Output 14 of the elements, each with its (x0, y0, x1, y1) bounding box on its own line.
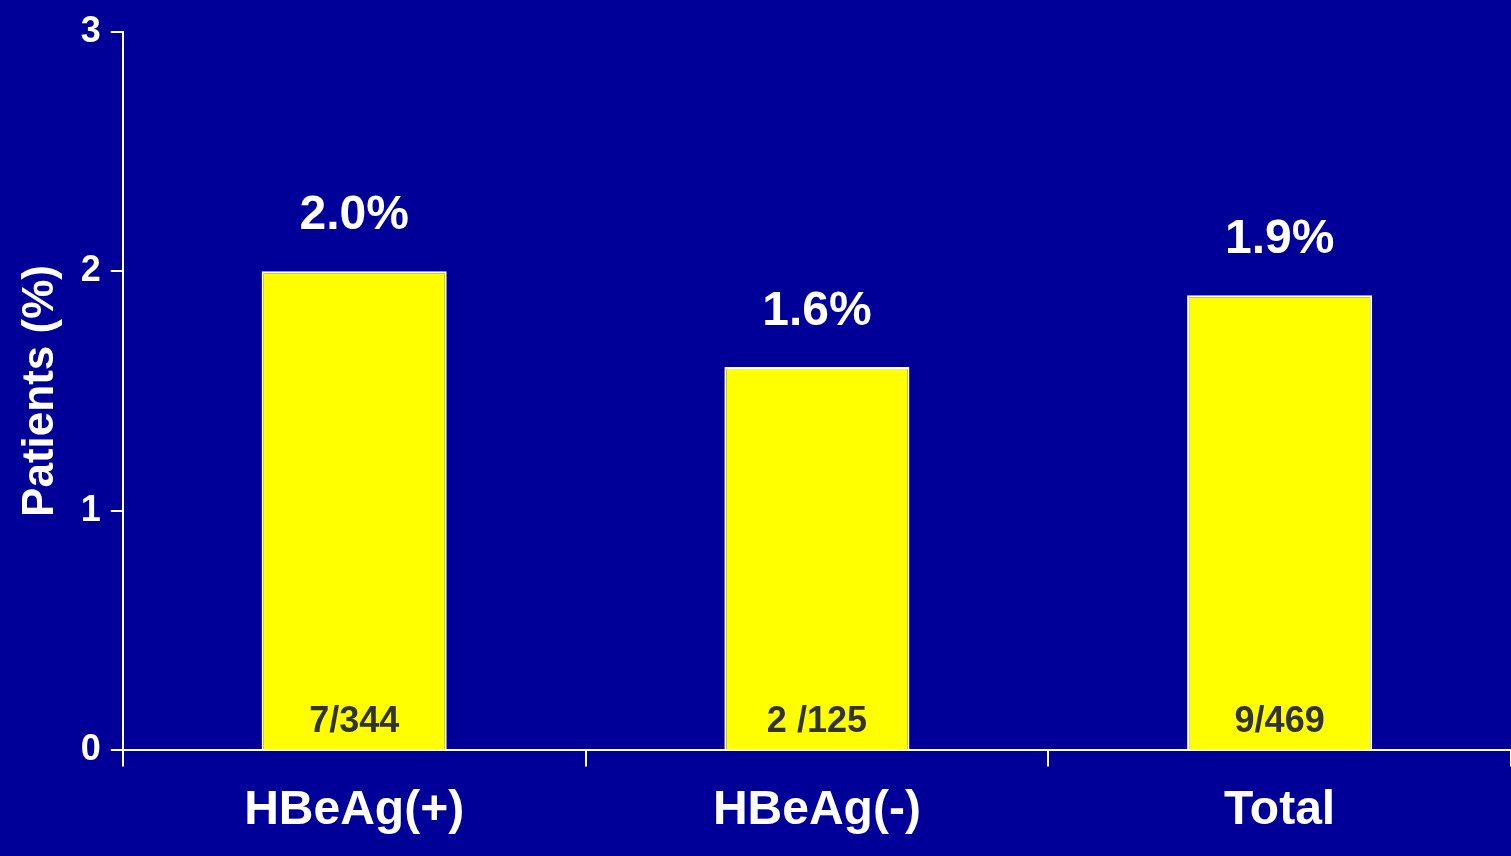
data-label: 2.0% (299, 186, 409, 240)
x-tick-label: HBeAg(+) (244, 781, 465, 835)
y-axis-title: Patients (%) (12, 265, 62, 517)
y-tick-label: 1 (80, 487, 101, 529)
x-tick-label: Total (1224, 781, 1336, 835)
annotation: 9/469 (1234, 699, 1325, 741)
x-tick-label: HBeAg(-) (712, 781, 921, 835)
y-tick-label: 0 (80, 727, 101, 769)
y-tick-label: 2 (80, 248, 101, 290)
annotation: 7/344 (309, 699, 400, 741)
annotation: 2 /125 (766, 699, 867, 741)
y-tick-label: 3 (80, 8, 101, 50)
data-label: 1.9% (1224, 210, 1335, 264)
data-label: 1.6% (762, 282, 872, 336)
